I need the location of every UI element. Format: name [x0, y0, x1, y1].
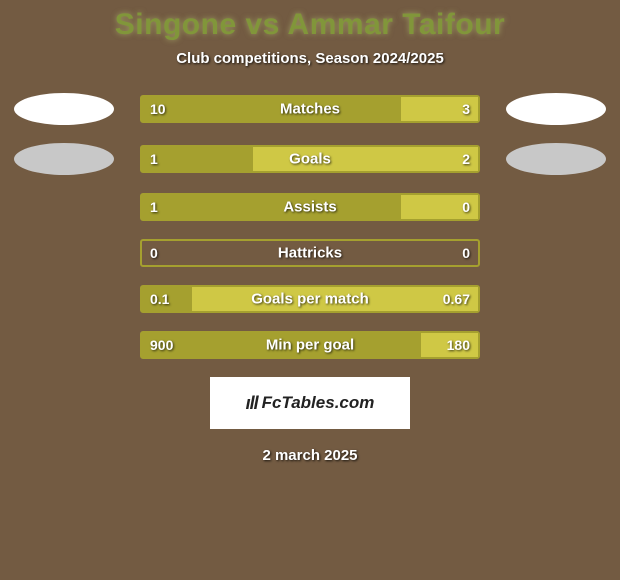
fill-left: [142, 195, 401, 219]
brand-icon: ıll: [246, 393, 258, 414]
fill-right: [253, 147, 478, 171]
stat-row: 0.1 0.67 Goals per match: [0, 285, 620, 313]
player-badge-right: [506, 93, 606, 125]
stat-value-right: 180: [447, 337, 470, 353]
stat-bar: 1 0 Assists: [140, 193, 480, 221]
stat-value-left: 1: [150, 151, 158, 167]
stat-value-left: 0: [150, 245, 158, 261]
stat-row: 10 3 Matches: [0, 93, 620, 125]
player-badge-left: [14, 93, 114, 125]
stat-value-left: 10: [150, 101, 166, 117]
stat-label: Min per goal: [266, 337, 354, 354]
stat-bar: 900 180 Min per goal: [140, 331, 480, 359]
brand-box: ıll FcTables.com: [210, 377, 410, 429]
subtitle: Club competitions, Season 2024/2025: [0, 50, 620, 67]
fill-left: [142, 97, 401, 121]
stat-label: Assists: [283, 199, 336, 216]
stat-label: Goals per match: [251, 291, 369, 308]
stat-value-left: 900: [150, 337, 173, 353]
stat-value-right: 0: [462, 245, 470, 261]
stat-value-left: 1: [150, 199, 158, 215]
stats-area: 103Matches12Goals10Assists00Hattricks0.1…: [0, 93, 620, 359]
player-badge-right: [506, 143, 606, 175]
stat-row: 1 2 Goals: [0, 143, 620, 175]
stat-value-left: 0.1: [150, 291, 169, 307]
stat-bar: 0.1 0.67 Goals per match: [140, 285, 480, 313]
stat-bar: 1 2 Goals: [140, 145, 480, 173]
stat-value-right: 0.67: [443, 291, 470, 307]
stat-bar: 10 3 Matches: [140, 95, 480, 123]
page-title: Singone vs Ammar Taifour: [0, 8, 620, 42]
stat-value-right: 2: [462, 151, 470, 167]
stat-row: 0 0 Hattricks: [0, 239, 620, 267]
stat-value-right: 3: [462, 101, 470, 117]
stat-bar: 0 0 Hattricks: [140, 239, 480, 267]
player-badge-left: [14, 143, 114, 175]
stat-row: 1 0 Assists: [0, 193, 620, 221]
stat-value-right: 0: [462, 199, 470, 215]
comparison-infographic: Singone vs Ammar Taifour Club competitio…: [0, 0, 620, 580]
stat-label: Goals: [289, 151, 331, 168]
stat-label: Hattricks: [278, 245, 342, 262]
stat-row: 900 180 Min per goal: [0, 331, 620, 359]
date-line: 2 march 2025: [0, 447, 620, 464]
stat-label: Matches: [280, 101, 340, 118]
brand-text: FcTables.com: [262, 393, 375, 413]
fill-left: [142, 147, 253, 171]
